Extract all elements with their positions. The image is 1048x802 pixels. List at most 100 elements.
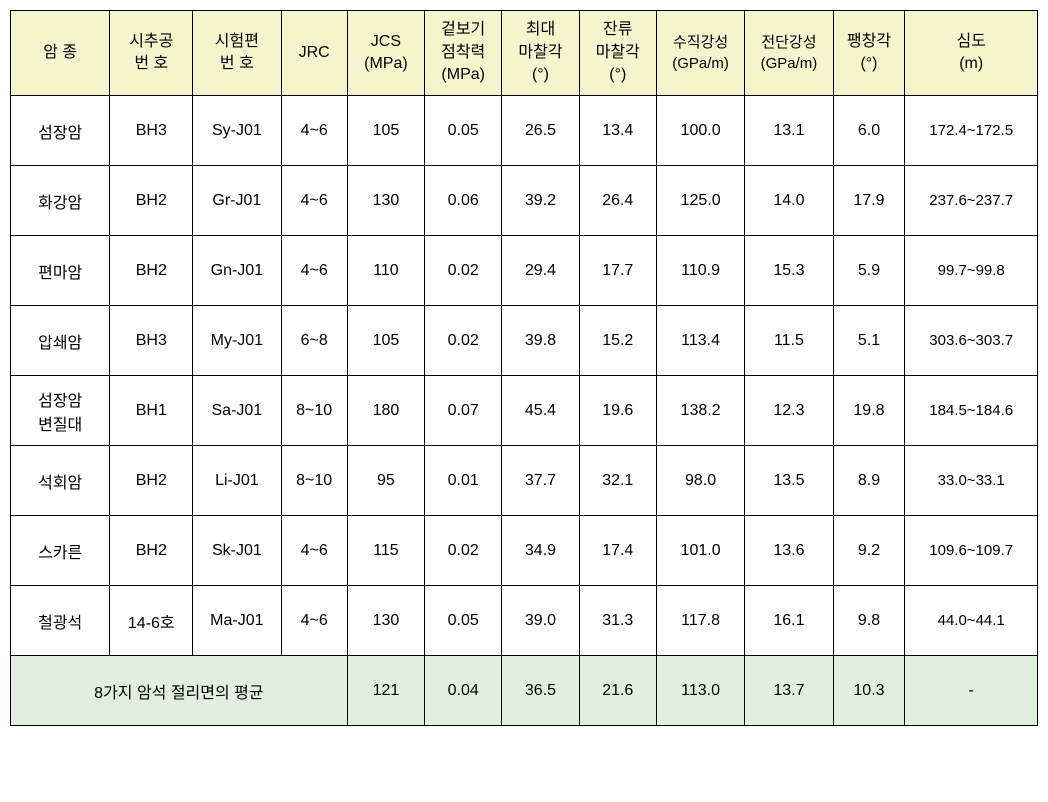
col-header-depth: 심도(m) [905,11,1038,96]
table-cell: 15.3 [745,236,833,306]
table-row: 화강암BH2Gr-J014~61300.0639.226.4125.014.01… [11,166,1038,236]
table-cell: 26.5 [502,96,579,166]
table-cell: 39.0 [502,586,579,656]
table-cell: 138.2 [656,376,744,446]
summary-cell: 13.7 [745,656,833,726]
col-header-residual-friction-angle: 잔류마찰각(°) [579,11,656,96]
table-cell: 0.06 [425,166,502,236]
table-cell: 45.4 [502,376,579,446]
table-cell: 95 [347,446,424,516]
table-cell: 14-6호 [110,586,193,656]
table-cell: 105 [347,306,424,376]
table-cell: 100.0 [656,96,744,166]
table-cell: 섬장암 [11,96,110,166]
table-cell: 117.8 [656,586,744,656]
table-cell: BH2 [110,236,193,306]
table-cell: 34.9 [502,516,579,586]
summary-cell: - [905,656,1038,726]
table-cell: 110 [347,236,424,306]
table-cell: 237.6~237.7 [905,166,1038,236]
table-cell: 33.0~33.1 [905,446,1038,516]
table-cell: 109.6~109.7 [905,516,1038,586]
col-header-dilation-angle: 팽창각(°) [833,11,905,96]
table-cell: 16.1 [745,586,833,656]
table-cell: Sy-J01 [193,96,281,166]
table-cell: 125.0 [656,166,744,236]
table-cell: 스카른 [11,516,110,586]
table-body: 섬장암BH3Sy-J014~61050.0526.513.4100.013.16… [11,96,1038,726]
table-row: 섬장암BH3Sy-J014~61050.0526.513.4100.013.16… [11,96,1038,166]
table-cell: 172.4~172.5 [905,96,1038,166]
table-cell: BH2 [110,166,193,236]
table-cell: 8~10 [281,446,347,516]
summary-row: 8가지 암석 절리면의 평균1210.0436.521.6113.013.710… [11,656,1038,726]
table-row: 편마암BH2Gn-J014~61100.0229.417.7110.915.35… [11,236,1038,306]
table-cell: 4~6 [281,96,347,166]
table-cell: 4~6 [281,516,347,586]
table-cell: 4~6 [281,166,347,236]
col-header-rock-type: 암 종 [11,11,110,96]
table-cell: 31.3 [579,586,656,656]
table-cell: 13.4 [579,96,656,166]
table-cell: 101.0 [656,516,744,586]
table-cell: 17.7 [579,236,656,306]
table-row: 섬장암변질대BH1Sa-J018~101800.0745.419.6138.21… [11,376,1038,446]
col-header-normal-stiffness: 수직강성(GPa/m) [656,11,744,96]
col-header-specimen-no: 시험편번 호 [193,11,281,96]
table-cell: 37.7 [502,446,579,516]
table-cell: BH1 [110,376,193,446]
table-cell: 5.1 [833,306,905,376]
table-cell: 39.2 [502,166,579,236]
table-cell: 13.6 [745,516,833,586]
col-header-shear-stiffness: 전단강성(GPa/m) [745,11,833,96]
table-cell: 13.1 [745,96,833,166]
table-cell: 철광석 [11,586,110,656]
table-row: 철광석14-6호Ma-J014~61300.0539.031.3117.816.… [11,586,1038,656]
table-cell: Gn-J01 [193,236,281,306]
col-header-borehole-no: 시추공번 호 [110,11,193,96]
table-cell: 13.5 [745,446,833,516]
table-cell: 130 [347,166,424,236]
table-cell: 29.4 [502,236,579,306]
table-cell: My-J01 [193,306,281,376]
table-cell: 편마암 [11,236,110,306]
table-cell: 98.0 [656,446,744,516]
table-cell: 0.01 [425,446,502,516]
table-cell: 32.1 [579,446,656,516]
table-cell: 6.0 [833,96,905,166]
table-cell: 4~6 [281,586,347,656]
table-cell: 9.2 [833,516,905,586]
table-cell: 8~10 [281,376,347,446]
table-cell: 0.02 [425,516,502,586]
table-cell: 0.07 [425,376,502,446]
table-cell: 113.4 [656,306,744,376]
table-cell: Ma-J01 [193,586,281,656]
table-cell: 115 [347,516,424,586]
table-cell: Sa-J01 [193,376,281,446]
table-row: 압쇄암BH3My-J016~81050.0239.815.2113.411.55… [11,306,1038,376]
table-cell: BH2 [110,446,193,516]
table-cell: 4~6 [281,236,347,306]
table-cell: Sk-J01 [193,516,281,586]
table-cell: 압쇄암 [11,306,110,376]
table-cell: 화강암 [11,166,110,236]
summary-cell: 10.3 [833,656,905,726]
table-cell: 130 [347,586,424,656]
col-header-peak-friction-angle: 최대마찰각(°) [502,11,579,96]
summary-cell: 21.6 [579,656,656,726]
table-cell: 0.02 [425,236,502,306]
summary-label: 8가지 암석 절리면의 평균 [11,656,348,726]
rock-properties-table: 암 종 시추공번 호 시험편번 호 JRC JCS(MPa) 겉보기점착력(MP… [10,10,1038,726]
table-cell: 5.9 [833,236,905,306]
summary-cell: 0.04 [425,656,502,726]
table-cell: 0.05 [425,586,502,656]
table-cell: Gr-J01 [193,166,281,236]
table-cell: 석회암 [11,446,110,516]
table-cell: 15.2 [579,306,656,376]
table-cell: 19.8 [833,376,905,446]
table-cell: 6~8 [281,306,347,376]
table-cell: 8.9 [833,446,905,516]
table-cell: 110.9 [656,236,744,306]
col-header-apparent-cohesion: 겉보기점착력(MPa) [425,11,502,96]
table-cell: BH2 [110,516,193,586]
